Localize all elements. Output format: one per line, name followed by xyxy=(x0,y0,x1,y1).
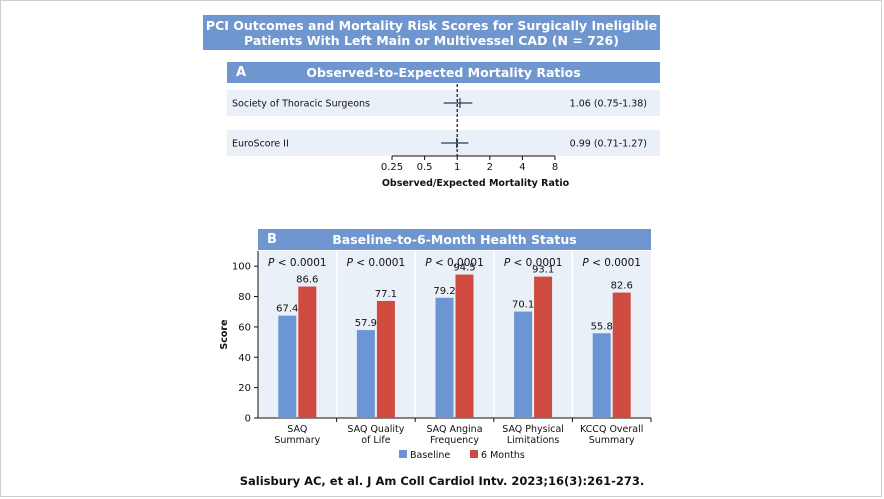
forest-row-label: Society of Thoracic Surgeons xyxy=(232,99,370,110)
p-value-prefix: P xyxy=(582,257,589,269)
bar-y-tick-label: 60 xyxy=(238,322,251,333)
forest-x-axis-title: Observed/Expected Mortality Ratio xyxy=(382,178,570,189)
bar-baseline xyxy=(356,330,375,418)
bar-value-label: 57.9 xyxy=(355,318,377,329)
bar-y-tick-label: 100 xyxy=(232,262,251,273)
p-value-text: < 0.0001 xyxy=(510,257,562,269)
forest-row-label: EuroScore II xyxy=(232,139,289,150)
legend-swatch-baseline xyxy=(399,450,407,458)
bar-y-axis-title: Score xyxy=(219,319,230,349)
bar-category-label: SAQ Physical xyxy=(502,424,564,435)
bar-y-tick-label: 0 xyxy=(245,414,251,425)
bar-baseline xyxy=(435,297,454,418)
p-value-text: < 0.0001 xyxy=(589,257,641,269)
bar-6-months xyxy=(455,274,474,418)
p-value-text: < 0.0001 xyxy=(432,257,484,269)
bar-baseline xyxy=(278,315,297,418)
bar-category-label: SAQ Angina xyxy=(426,424,482,435)
bar-y-tick-label: 80 xyxy=(238,292,251,303)
forest-x-tick-label: 8 xyxy=(552,162,558,173)
panel-a-letter: A xyxy=(236,65,247,80)
bar-6-months xyxy=(376,300,395,418)
bar-value-label: 77.1 xyxy=(375,289,397,300)
bar-y-tick-label: 40 xyxy=(238,353,251,364)
bar-category-label: Summary xyxy=(589,435,635,446)
legend-label: Baseline xyxy=(410,450,450,461)
bar-value-label: 79.2 xyxy=(433,286,455,297)
p-value-prefix: P xyxy=(268,257,275,269)
p-value-label: P < 0.0001 xyxy=(504,257,563,269)
p-value-label: P < 0.0001 xyxy=(347,257,406,269)
bar-category-label: of Life xyxy=(361,435,390,446)
bar-value-label: 86.6 xyxy=(296,275,318,286)
bar-value-label: 82.6 xyxy=(611,281,633,292)
bar-6-months xyxy=(534,276,553,418)
bar-value-label: 94.5 xyxy=(453,263,475,274)
main-title-line-1: PCI Outcomes and Mortality Risk Scores f… xyxy=(205,18,658,33)
forest-x-tick-label: 2 xyxy=(487,162,493,173)
forest-x-tick-label: 0.5 xyxy=(417,162,433,173)
forest-x-tick-label: 0.25 xyxy=(381,162,403,173)
panel-b-letter: B xyxy=(267,232,277,247)
panel-a-header: A Observed-to-Expected Mortality Ratios xyxy=(227,62,660,83)
p-value-prefix: P xyxy=(504,257,511,269)
panel-b-title: Baseline-to-6-Month Health Status xyxy=(332,232,577,247)
panel-a-title: Observed-to-Expected Mortality Ratios xyxy=(306,65,581,80)
p-value-label: P < 0.0001 xyxy=(582,257,641,269)
panel-b-header: B Baseline-to-6-Month Health Status xyxy=(258,229,651,250)
p-value-label: P < 0.0001 xyxy=(268,257,327,269)
citation: Salisbury AC, et al. J Am Coll Cardiol I… xyxy=(239,474,645,488)
forest-row-value: 0.99 (0.71-1.27) xyxy=(570,139,647,150)
bar-category-label: SAQ xyxy=(287,424,307,435)
main-title: PCI Outcomes and Mortality Risk Scores f… xyxy=(203,15,660,50)
p-value-text: < 0.0001 xyxy=(353,257,405,269)
legend-label: 6 Months xyxy=(481,450,525,461)
bar-value-label: 93.1 xyxy=(532,265,554,276)
forest-x-tick-label: 1 xyxy=(454,162,460,173)
bar-y-tick-label: 20 xyxy=(238,383,251,394)
bar-6-months xyxy=(298,286,317,418)
legend-swatch-6-months xyxy=(470,450,478,458)
bar-plot-area xyxy=(258,251,651,418)
bar-category-label: KCCQ Overall xyxy=(580,424,643,435)
p-value-label: P < 0.0001 xyxy=(425,257,484,269)
forest-row-value: 1.06 (0.75-1.38) xyxy=(570,99,647,110)
p-value-prefix: P xyxy=(425,257,432,269)
bar-category-label: Frequency xyxy=(430,435,479,446)
main-title-line-2: Patients With Left Main or Multivessel C… xyxy=(244,33,619,48)
bar-category-label: Limitations xyxy=(507,435,560,446)
p-value-text: < 0.0001 xyxy=(274,257,326,269)
bar-value-label: 55.8 xyxy=(591,321,613,332)
bar-value-label: 70.1 xyxy=(512,300,534,311)
forest-row-band xyxy=(227,90,660,116)
bar-baseline xyxy=(514,311,533,418)
bar-6-months xyxy=(612,292,631,418)
p-value-prefix: P xyxy=(347,257,354,269)
bar-baseline xyxy=(592,333,611,418)
bar-category-label: SAQ Quality xyxy=(347,424,404,435)
bar-value-label: 67.4 xyxy=(276,304,298,315)
forest-x-tick-label: 4 xyxy=(519,162,525,173)
bar-category-label: Summary xyxy=(274,435,320,446)
